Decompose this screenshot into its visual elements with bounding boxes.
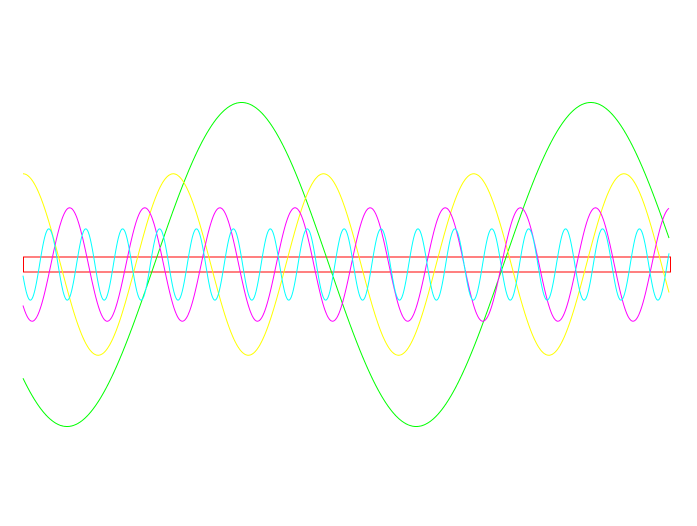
series-line-4: [22, 228, 670, 301]
reference-band: [23, 256, 671, 273]
series-line-1: [22, 102, 670, 427]
series-line-2: [22, 173, 670, 356]
series-group: [22, 102, 670, 427]
series-line-3: [22, 207, 670, 322]
